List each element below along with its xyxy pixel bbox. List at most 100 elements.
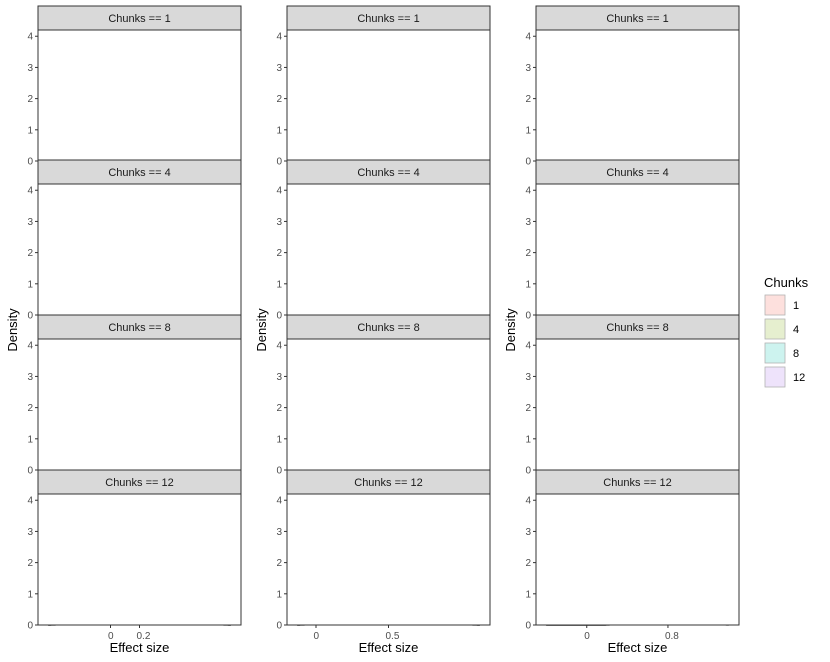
y-tick-label: 4: [276, 32, 282, 43]
legend-key: [764, 342, 786, 364]
facet-strip-label: Chunks == 12: [603, 477, 672, 489]
y-tick-label: 4: [27, 186, 33, 197]
legend-label: 1: [793, 300, 799, 312]
legend-label: 8: [793, 348, 799, 360]
y-tick-label: 0: [276, 621, 282, 632]
y-tick-label: 4: [27, 496, 33, 507]
y-tick-label: 1: [525, 125, 531, 136]
y-tick-label: 4: [525, 186, 531, 197]
y-axis-title: Density: [254, 308, 269, 352]
y-tick-label: 0: [27, 311, 33, 322]
y-tick-label: 1: [525, 589, 531, 600]
panel-border: [535, 183, 740, 316]
y-tick-label: 3: [27, 217, 33, 228]
y-tick-label: 3: [525, 372, 531, 383]
facet-panel: Chunks == 1 0 1 2 3 4: [27, 5, 242, 168]
panel-border: [535, 338, 740, 471]
facet-panel: Chunks == 12 0 1 2 3 4 0 0.2: [27, 469, 242, 642]
y-tick-label: 2: [525, 558, 531, 569]
y-tick-label: 4: [525, 32, 531, 43]
y-tick-label: 2: [276, 94, 282, 105]
y-axis-title: Density: [5, 308, 20, 352]
facet-strip-label: Chunks == 4: [606, 167, 668, 179]
y-tick-label: 4: [525, 341, 531, 352]
facet-strip-label: Chunks == 4: [357, 167, 419, 179]
facet-strip-label: Chunks == 1: [108, 13, 170, 25]
y-tick-label: 2: [525, 403, 531, 414]
facet-strip: [37, 469, 242, 495]
legend-label: 12: [793, 372, 805, 384]
y-tick-label: 0: [525, 621, 531, 632]
panel-border: [535, 493, 740, 626]
facet-strip: [286, 5, 491, 31]
x-tick-label: 0: [108, 631, 114, 642]
y-tick-label: 3: [525, 217, 531, 228]
y-tick-label: 1: [27, 589, 33, 600]
y-tick-label: 3: [27, 372, 33, 383]
facet-panel: Chunks == 12 0 1 2 3 4 0 0.8: [525, 469, 740, 642]
facet-panel: Chunks == 4 0 1 2 3 4: [27, 159, 242, 322]
facet-strip: [535, 159, 740, 185]
x-tick-label: 0.2: [137, 631, 151, 642]
facet-panel: Chunks == 8 0 1 2 3 4: [525, 314, 740, 477]
y-tick-label: 3: [525, 63, 531, 74]
y-tick-label: 4: [276, 186, 282, 197]
x-tick-label: 0.8: [665, 631, 679, 642]
y-tick-label: 2: [276, 403, 282, 414]
y-tick-label: 0: [525, 157, 531, 168]
legend-key: [764, 366, 786, 388]
panel-border: [535, 29, 740, 162]
facet-strip-label: Chunks == 12: [105, 477, 174, 489]
y-tick-label: 3: [525, 527, 531, 538]
y-tick-label: 4: [27, 32, 33, 43]
panel-border: [286, 338, 491, 471]
legend-key: [764, 318, 786, 340]
facet-strip-label: Chunks == 1: [357, 13, 419, 25]
panel-border: [37, 29, 242, 162]
y-tick-label: 2: [525, 94, 531, 105]
facet-strip: [535, 469, 740, 495]
y-tick-label: 2: [27, 94, 33, 105]
facet-strip-label: Chunks == 8: [108, 322, 170, 334]
y-tick-label: 1: [276, 589, 282, 600]
x-tick-label: 0: [313, 631, 319, 642]
x-axis-title: Effect size: [608, 640, 668, 655]
y-tick-label: 2: [276, 248, 282, 259]
x-axis-title: Effect size: [110, 640, 170, 655]
y-axis-title: Density: [503, 308, 518, 352]
x-axis-title: Effect size: [359, 640, 419, 655]
y-tick-label: 3: [27, 527, 33, 538]
legend-key: [764, 294, 786, 316]
y-tick-label: 3: [276, 372, 282, 383]
facet-panel: Chunks == 8 0 1 2 3 4: [276, 314, 491, 477]
facet-strip: [37, 314, 242, 340]
facet-strip: [37, 159, 242, 185]
facet-strip-label: Chunks == 12: [354, 477, 423, 489]
x-tick-label: 0.5: [386, 631, 400, 642]
y-tick-label: 0: [276, 157, 282, 168]
y-tick-label: 4: [27, 341, 33, 352]
panel-border: [37, 338, 242, 471]
y-tick-label: 3: [276, 217, 282, 228]
y-tick-label: 3: [276, 63, 282, 74]
y-tick-label: 2: [27, 248, 33, 259]
facet-strip: [37, 5, 242, 31]
facet-strip-label: Chunks == 8: [606, 322, 668, 334]
y-tick-label: 1: [525, 434, 531, 445]
legend-title: Chunks: [764, 275, 809, 290]
y-tick-label: 2: [525, 248, 531, 259]
y-tick-label: 2: [27, 403, 33, 414]
facet-strip-label: Chunks == 8: [357, 322, 419, 334]
panel-border: [37, 183, 242, 316]
y-tick-label: 4: [525, 496, 531, 507]
x-tick-label: 0: [584, 631, 590, 642]
y-tick-label: 1: [27, 434, 33, 445]
y-tick-label: 1: [276, 125, 282, 136]
facet-panel: Chunks == 4 0 1 2 3 4: [276, 159, 491, 322]
facet-strip-label: Chunks == 1: [606, 13, 668, 25]
panel-border: [286, 183, 491, 316]
y-tick-label: 1: [525, 279, 531, 290]
facet-strip: [535, 5, 740, 31]
